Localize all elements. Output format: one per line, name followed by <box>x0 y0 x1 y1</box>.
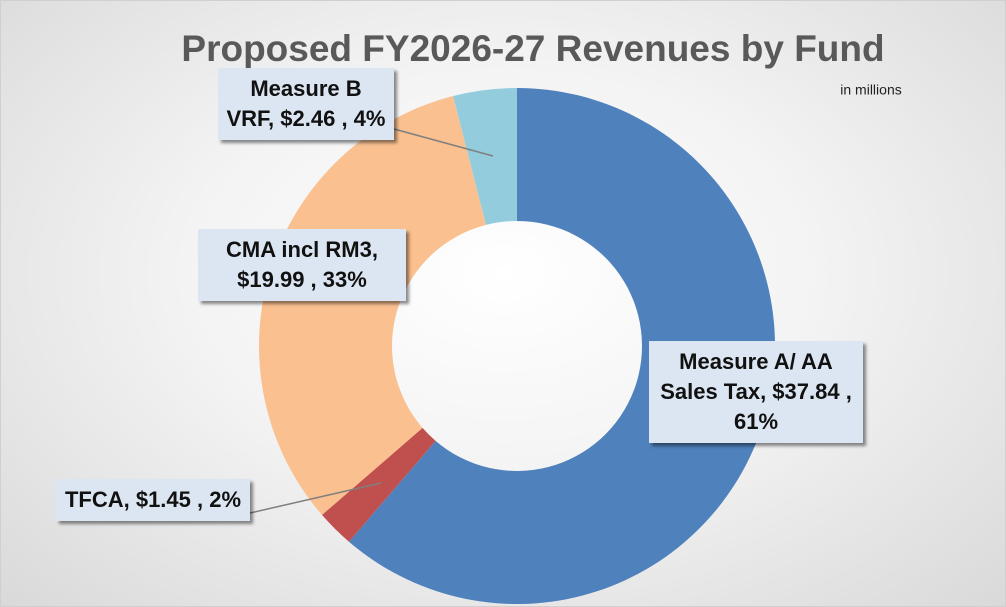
leader-line <box>393 128 494 157</box>
data-label: Measure A/ AA Sales Tax, $37.84 , 61% <box>649 341 863 443</box>
donut-slice <box>348 88 775 605</box>
donut-slice <box>322 427 436 542</box>
chart-title: Proposed FY2026-27 Revenues by Fund <box>181 28 884 69</box>
donut-slice <box>453 88 517 225</box>
data-label: CMA incl RM3, $19.99 , 33% <box>198 229 406 301</box>
chart-subtitle: in millions <box>840 82 901 98</box>
data-label: Measure B VRF, $2.46 , 4% <box>218 68 394 140</box>
donut-slice <box>259 96 487 515</box>
leader-line <box>249 482 382 514</box>
data-label: TFCA, $1.45 , 2% <box>56 479 250 521</box>
